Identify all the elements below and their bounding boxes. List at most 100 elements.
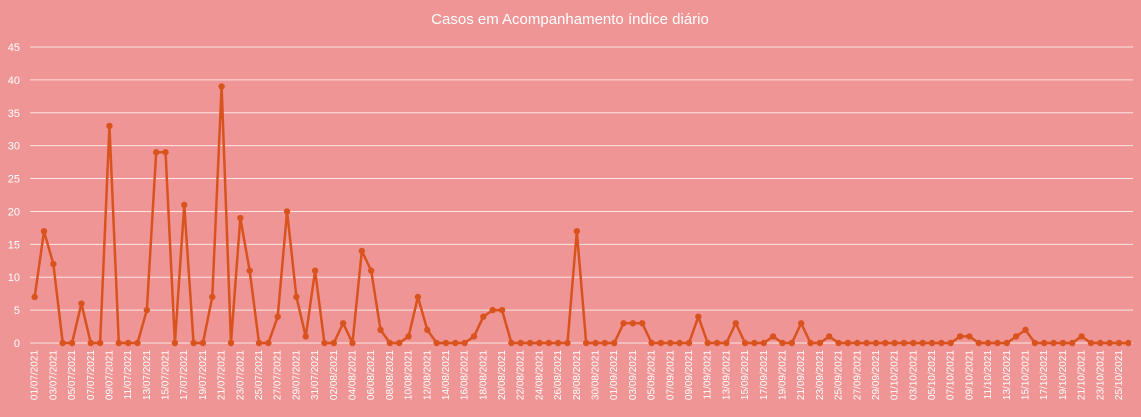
x-tick-label: 27/09/2021 bbox=[852, 350, 863, 400]
x-tick-label: 05/10/2021 bbox=[927, 350, 938, 400]
data-point bbox=[489, 306, 496, 314]
data-point bbox=[452, 339, 459, 347]
data-point bbox=[526, 339, 534, 347]
x-tick-label: 03/09/2021 bbox=[628, 350, 639, 400]
data-point bbox=[582, 339, 590, 347]
data-point bbox=[302, 333, 309, 340]
data-point bbox=[1059, 339, 1067, 347]
data-point bbox=[311, 267, 319, 274]
data-point bbox=[1097, 339, 1104, 347]
data-point bbox=[330, 339, 337, 347]
x-tick-label: 31/07/2021 bbox=[310, 350, 321, 400]
data-point bbox=[844, 339, 852, 347]
series-line bbox=[33, 85, 1129, 345]
y-tick-label: 35 bbox=[8, 108, 20, 120]
data-point bbox=[414, 293, 422, 301]
data-point bbox=[779, 339, 786, 347]
data-point bbox=[517, 339, 524, 347]
data-point bbox=[863, 339, 870, 347]
data-point bbox=[751, 339, 758, 347]
data-point bbox=[1069, 339, 1076, 347]
x-axis: 01/07/2021 03/07/2021 05/07/2021 07/07/2021… bbox=[30, 350, 1125, 400]
x-tick-label: 18/08/2021 bbox=[478, 350, 489, 400]
data-point bbox=[367, 267, 375, 274]
x-tick-label: 17/09/2021 bbox=[759, 350, 770, 400]
data-point bbox=[162, 149, 169, 156]
data-point bbox=[181, 201, 188, 209]
data-point bbox=[134, 339, 141, 347]
x-tick-label: 01/09/2021 bbox=[609, 350, 620, 400]
data-point bbox=[396, 339, 403, 347]
x-tick-label: 11/07/2021 bbox=[123, 350, 134, 400]
x-tick-label: 06/08/2021 bbox=[366, 350, 377, 400]
data-points bbox=[31, 83, 1132, 347]
data-point bbox=[760, 339, 767, 347]
x-tick-label: 11/09/2021 bbox=[703, 350, 714, 400]
x-tick-label: 25/10/2021 bbox=[1114, 350, 1125, 400]
data-point bbox=[816, 339, 824, 347]
data-point bbox=[882, 339, 889, 347]
x-tick-label: 01/10/2021 bbox=[890, 350, 901, 400]
data-point bbox=[293, 293, 300, 301]
data-point bbox=[947, 339, 954, 347]
data-point bbox=[349, 339, 356, 347]
data-point bbox=[788, 339, 796, 347]
data-point bbox=[1022, 326, 1029, 334]
data-point bbox=[274, 313, 281, 320]
data-point bbox=[283, 208, 291, 215]
x-tick-label: 30/08/2021 bbox=[591, 350, 602, 400]
x-tick-label: 23/10/2021 bbox=[1095, 350, 1106, 400]
x-tick-label: 09/10/2021 bbox=[964, 350, 975, 400]
x-tick-label: 16/08/2021 bbox=[460, 350, 471, 400]
data-point bbox=[956, 333, 964, 340]
data-point bbox=[143, 306, 151, 314]
chart-title: Casos em Acompanhamento índice diário bbox=[431, 11, 709, 28]
data-point bbox=[96, 339, 104, 347]
data-point bbox=[106, 122, 113, 130]
data-point bbox=[433, 339, 440, 347]
x-tick-label: 15/07/2021 bbox=[161, 350, 172, 400]
data-point bbox=[1078, 333, 1085, 340]
data-point bbox=[676, 339, 683, 347]
x-tick-label: 08/08/2021 bbox=[385, 350, 396, 400]
data-point bbox=[1012, 333, 1020, 340]
data-point bbox=[564, 339, 571, 347]
data-point bbox=[255, 339, 263, 347]
data-point bbox=[321, 339, 328, 347]
data-point bbox=[68, 339, 76, 347]
data-point bbox=[975, 339, 982, 347]
data-point bbox=[826, 333, 833, 340]
data-point bbox=[629, 320, 637, 327]
x-tick-label: 27/07/2021 bbox=[273, 350, 284, 400]
data-point bbox=[835, 339, 842, 347]
data-point bbox=[1031, 339, 1039, 347]
data-point bbox=[900, 339, 908, 347]
data-point bbox=[470, 333, 478, 340]
x-tick-label: 13/09/2021 bbox=[721, 350, 732, 400]
x-tick-label: 21/10/2021 bbox=[1077, 350, 1088, 400]
data-point bbox=[536, 339, 543, 347]
y-tick-label: 40 bbox=[8, 75, 20, 87]
data-point bbox=[611, 339, 618, 347]
x-tick-label: 13/10/2021 bbox=[1002, 350, 1013, 400]
data-point bbox=[854, 339, 861, 347]
y-tick-label: 25 bbox=[8, 174, 20, 186]
data-point bbox=[994, 339, 1001, 347]
data-point bbox=[928, 339, 936, 347]
data-point bbox=[966, 333, 973, 340]
data-point bbox=[405, 333, 412, 340]
data-point bbox=[424, 326, 431, 334]
x-tick-label: 10/08/2021 bbox=[404, 350, 415, 400]
data-point bbox=[190, 339, 197, 347]
x-tick-label: 15/10/2021 bbox=[1021, 350, 1032, 400]
x-tick-label: 23/09/2021 bbox=[815, 350, 826, 400]
data-point bbox=[741, 339, 749, 347]
y-tick-label: 5 bbox=[14, 305, 20, 317]
x-tick-label: 21/09/2021 bbox=[796, 350, 807, 400]
data-point bbox=[695, 313, 702, 320]
data-point bbox=[639, 320, 646, 327]
x-tick-label: 13/07/2021 bbox=[142, 350, 153, 400]
x-tick-label: 19/09/2021 bbox=[777, 350, 788, 400]
data-point bbox=[891, 339, 898, 347]
data-point bbox=[1041, 339, 1048, 347]
